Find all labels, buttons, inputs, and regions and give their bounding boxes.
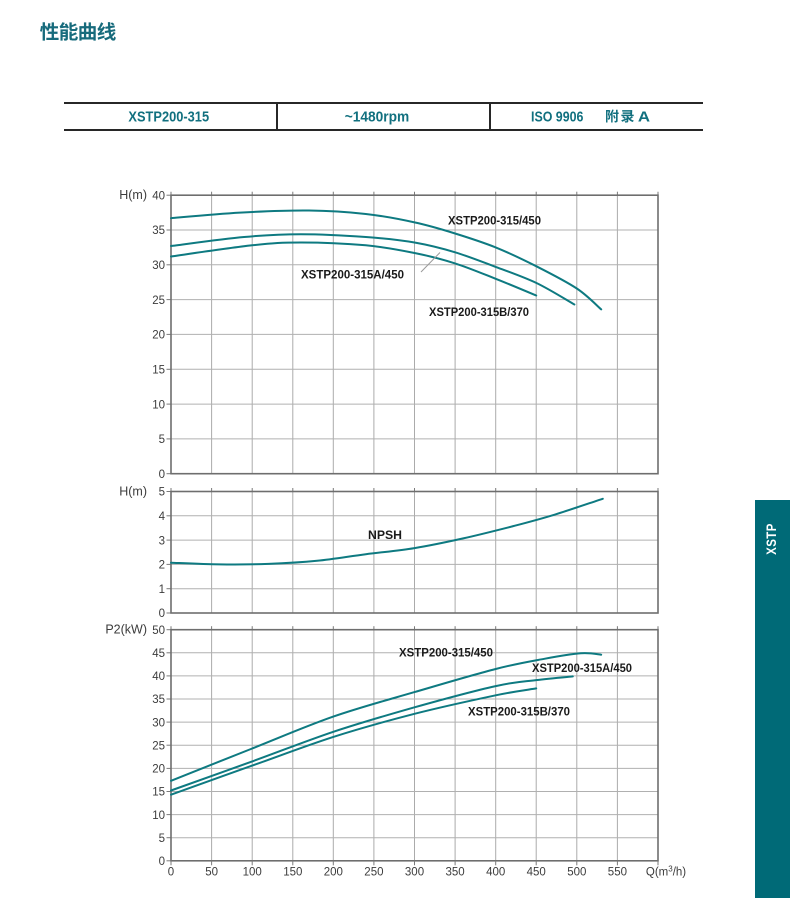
svg-text:20: 20 (152, 764, 165, 776)
svg-text:35: 35 (152, 694, 165, 706)
svg-text:150: 150 (283, 866, 302, 878)
svg-text:250: 250 (364, 866, 383, 878)
svg-text:XSTP200-315A/450: XSTP200-315A/450 (301, 270, 404, 282)
svg-text:500: 500 (567, 866, 586, 878)
svg-text:0: 0 (159, 469, 165, 481)
svg-text:4: 4 (159, 511, 166, 523)
svg-text:300: 300 (405, 866, 424, 878)
svg-text:P2(kW): P2(kW) (105, 623, 147, 637)
svg-text:25: 25 (152, 295, 165, 307)
svg-text:XSTP200-315/450: XSTP200-315/450 (399, 648, 493, 660)
svg-text:XSTP200-315B/370: XSTP200-315B/370 (429, 307, 529, 319)
svg-text:20: 20 (152, 330, 165, 342)
svg-text:350: 350 (446, 866, 465, 878)
svg-text:0: 0 (168, 866, 174, 878)
svg-text:10: 10 (152, 399, 165, 411)
svg-text:XSTP200-315B/370: XSTP200-315B/370 (468, 707, 570, 719)
svg-text:1: 1 (159, 584, 165, 596)
svg-text:30: 30 (152, 260, 165, 272)
svg-text:25: 25 (152, 741, 165, 753)
svg-text:A: A (638, 109, 650, 126)
svg-text:400: 400 (486, 866, 505, 878)
svg-text:XSTP200-315: XSTP200-315 (128, 109, 209, 126)
svg-text:35: 35 (152, 225, 165, 237)
svg-text:5: 5 (159, 833, 165, 845)
svg-text:10: 10 (152, 810, 165, 822)
svg-text:450: 450 (527, 866, 546, 878)
svg-text:50: 50 (152, 625, 165, 637)
svg-text:H(m): H(m) (119, 485, 147, 499)
svg-text:2: 2 (159, 560, 165, 572)
svg-text:NPSH: NPSH (368, 530, 402, 542)
svg-text:0: 0 (159, 608, 165, 620)
svg-text:Q(m3/h): Q(m3/h) (646, 864, 686, 878)
svg-text:45: 45 (152, 648, 165, 660)
svg-text:XSTP200-315A/450: XSTP200-315A/450 (532, 663, 632, 675)
svg-text:40: 40 (152, 671, 165, 683)
svg-text:550: 550 (608, 866, 627, 878)
svg-text:5: 5 (159, 434, 165, 446)
svg-text:5: 5 (159, 487, 165, 499)
svg-text:H(m): H(m) (119, 188, 147, 202)
svg-text:200: 200 (324, 866, 343, 878)
svg-text:ISO 9906: ISO 9906 (531, 109, 583, 126)
svg-text:0: 0 (159, 856, 165, 868)
svg-text:100: 100 (243, 866, 262, 878)
svg-text:XSTP200-315/450: XSTP200-315/450 (448, 216, 541, 228)
svg-text:30: 30 (152, 717, 165, 729)
svg-text:~1480rpm: ~1480rpm (345, 109, 410, 126)
svg-text:40: 40 (152, 190, 165, 202)
svg-text:3: 3 (159, 535, 165, 547)
svg-text:15: 15 (152, 365, 165, 377)
svg-text:50: 50 (205, 866, 218, 878)
svg-text:15: 15 (152, 787, 165, 799)
